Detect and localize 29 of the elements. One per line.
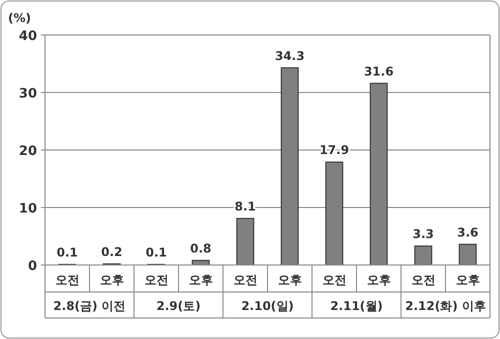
data-label: 0.1 — [56, 245, 78, 260]
y-tick-label: 20 — [18, 144, 37, 159]
x-tick-label: 오전 — [233, 273, 258, 287]
x-tick-label: 오후 — [366, 273, 391, 287]
x-tick-label: 오후 — [456, 273, 480, 287]
y-tick-label: 30 — [18, 86, 37, 102]
x-tick-label: 오전 — [411, 273, 436, 287]
text: 2.11(월) — [330, 299, 383, 313]
y-axis-title: (%) — [8, 11, 31, 25]
data-label: 3.6 — [457, 225, 478, 240]
text: 2.9(토) — [156, 299, 201, 313]
x-tick-label: 오후 — [100, 273, 124, 287]
text: 2.12(화) 이후 — [405, 299, 486, 313]
data-label: 31.6 — [364, 64, 394, 78]
data-label: 0.2 — [101, 244, 122, 259]
data-label: 3.3 — [412, 227, 434, 242]
x-tick-label: 오전 — [322, 273, 346, 287]
x-tick-label: 오전 — [144, 273, 168, 287]
y-tick-label: 40 — [18, 29, 37, 44]
data-label: 34.3 — [274, 48, 305, 63]
data-label: 0.8 — [190, 241, 212, 256]
x-tick-label: 오후 — [188, 273, 213, 287]
x-tick-label: 오후 — [278, 273, 302, 287]
x-tick-label: 오전 — [55, 273, 80, 287]
y-tick-label: 10 — [18, 202, 37, 216]
y-tick-label: 0 — [28, 259, 37, 274]
text: 2.10(일) — [241, 299, 294, 313]
data-label: 0.1 — [146, 245, 167, 260]
text: 2.8(금) 이전 — [53, 299, 126, 313]
